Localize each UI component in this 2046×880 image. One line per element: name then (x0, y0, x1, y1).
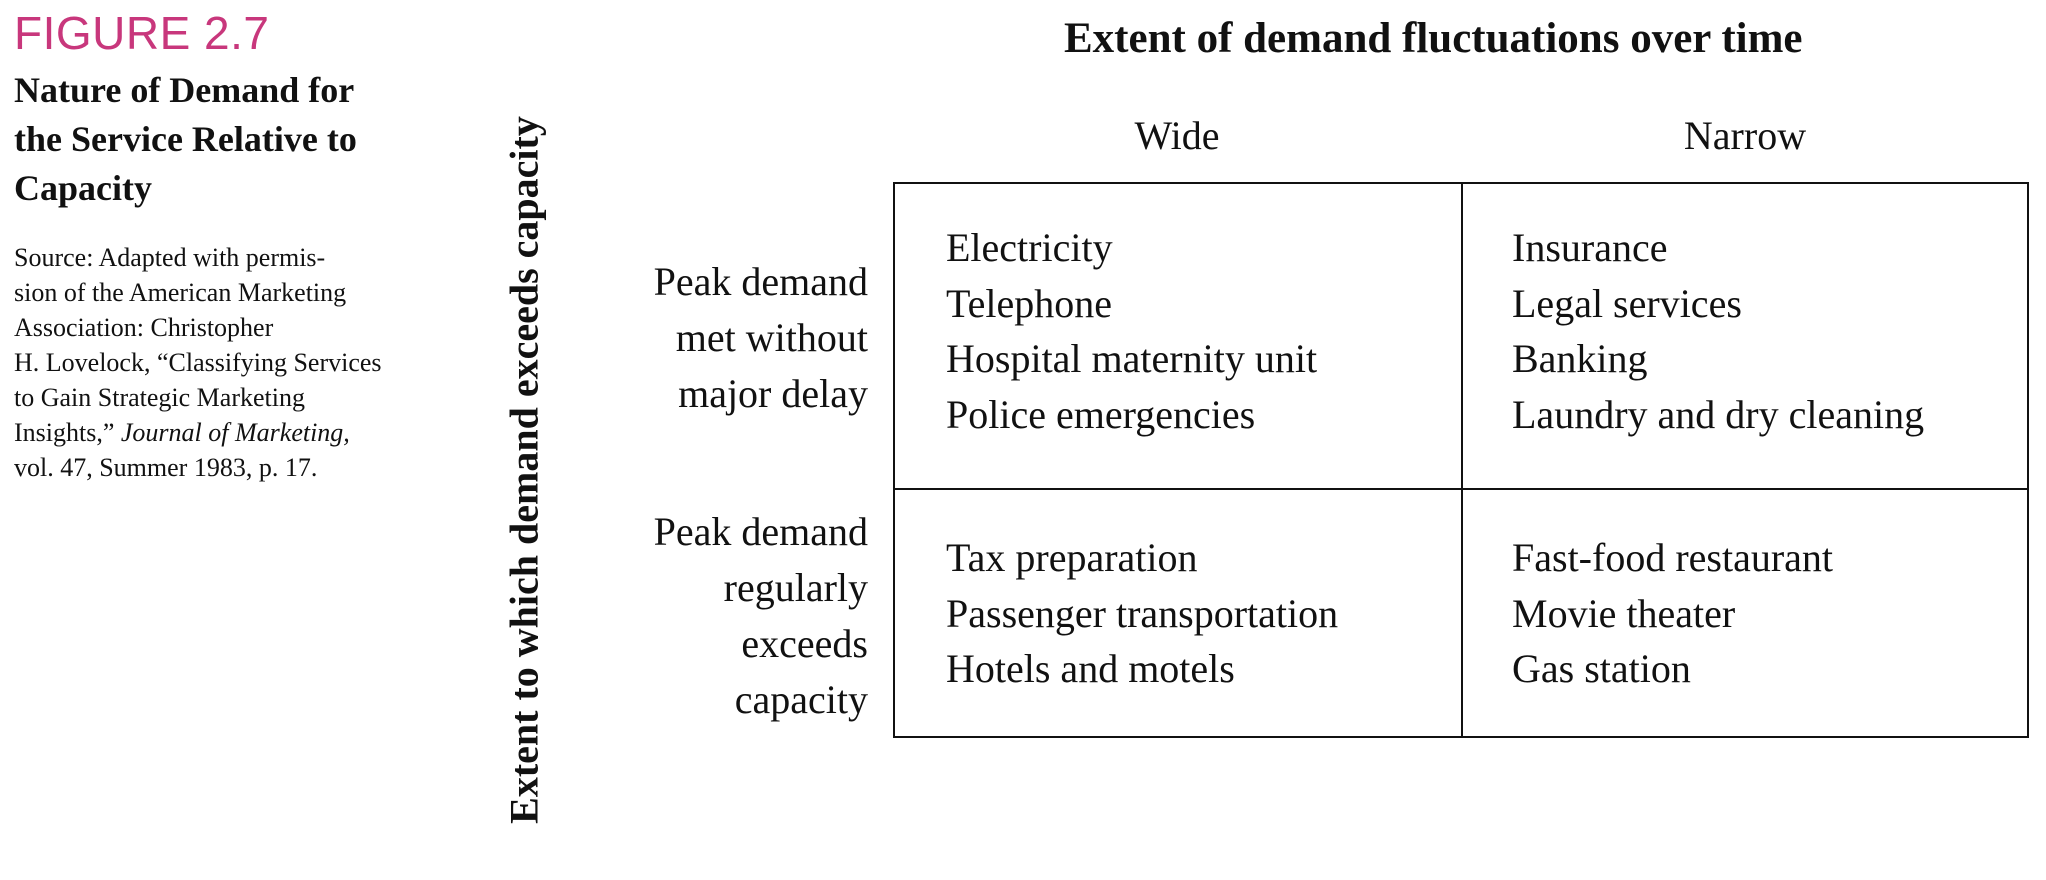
source-line: Insights,” Journal of Marketing, (14, 415, 434, 450)
row-header-line: Peak demand (653, 259, 868, 304)
source-line: to Gain Strategic Marketing (14, 383, 305, 412)
source-line: vol. 47, Summer 1983, p. 17. (14, 453, 318, 482)
grid-vertical-divider (1461, 184, 1463, 736)
figure-title: Nature of Demand for the Service Relativ… (14, 66, 434, 213)
cell-item: Banking (1512, 336, 1648, 381)
row-header-line: capacity (734, 677, 868, 722)
figure-label: FIGURE 2.7 (14, 7, 270, 59)
cell-wide-exceeds-capacity: Tax preparation Passenger transportation… (946, 530, 1338, 697)
matrix-grid: Electricity Telephone Hospital maternity… (893, 182, 2029, 738)
y-axis-title: Extent to which demand exceeds capacity (501, 116, 547, 824)
cell-item: Police emergencies (946, 391, 1256, 437)
figure-title-line: Nature of Demand for (14, 70, 355, 110)
cell-item: Fast-food restaurant (1512, 535, 1834, 580)
cell-item: Gas station (1512, 646, 1691, 691)
cell-item: Passenger transportation (946, 590, 1339, 636)
source-line: H. Lovelock, “Classifying Services (14, 348, 382, 377)
row-header-line: exceeds (741, 621, 868, 666)
figure-title-line: Capacity (14, 168, 152, 208)
column-header-narrow: Narrow (1683, 113, 1807, 158)
source-text: Insights,” (14, 418, 121, 447)
figure-title-line: the Service Relative to (14, 119, 357, 159)
row-header-line: regularly (723, 565, 868, 610)
cell-item: Laundry and dry cleaning (1512, 391, 1925, 437)
source-line: Association: Christopher (14, 313, 274, 342)
cell-narrow-exceeds-capacity: Fast-food restaurant Movie theater Gas s… (1512, 530, 1833, 697)
cell-item: Legal services (1512, 280, 1742, 326)
source-journal: Journal of Marketing, (120, 418, 350, 447)
source-line: sion of the American Marketing (14, 278, 347, 307)
cell-item: Insurance (1512, 225, 1668, 270)
row-header-line: major delay (678, 371, 868, 416)
cell-item: Telephone (946, 280, 1113, 326)
source-line: Source: Adapted with permis- (14, 243, 326, 272)
cell-item: Movie theater (1512, 590, 1736, 636)
figure-source: Source: Adapted with permis- sion of the… (14, 240, 434, 485)
row-header-line: met without (675, 315, 868, 360)
row-header-exceeds-capacity: Peak demand regularly exceeds capacity (654, 504, 868, 728)
cell-item: Tax preparation (946, 535, 1198, 580)
x-axis-title: Extent of demand fluctuations over time (1064, 15, 1803, 62)
cell-item: Electricity (946, 225, 1113, 270)
cell-narrow-met-without-delay: Insurance Legal services Banking Laundry… (1512, 220, 1924, 442)
cell-item: Hotels and motels (946, 646, 1235, 691)
grid-horizontal-divider (895, 488, 2027, 490)
cell-item: Hospital maternity unit (946, 336, 1318, 381)
row-header-met-without-delay: Peak demand met without major delay (654, 254, 868, 422)
column-header-wide: Wide (1134, 113, 1220, 158)
row-header-line: Peak demand (653, 509, 868, 554)
cell-wide-met-without-delay: Electricity Telephone Hospital maternity… (946, 220, 1317, 442)
